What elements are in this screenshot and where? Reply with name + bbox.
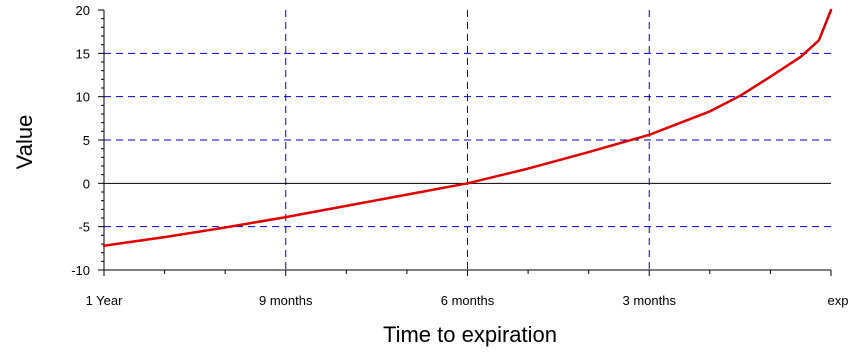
y-tick-label: 15 xyxy=(76,46,90,61)
y-tick-label: 5 xyxy=(83,133,90,148)
x-tick-label: 1 Year xyxy=(86,293,124,308)
y-axis-title: Value xyxy=(12,115,37,170)
y-tick-label: -10 xyxy=(71,263,90,278)
x-tick-label: exp xyxy=(828,293,849,308)
grid-lines xyxy=(104,10,831,270)
y-tick-label: 20 xyxy=(76,3,90,18)
series-layer xyxy=(102,8,833,247)
x-tick-label: 6 months xyxy=(441,293,495,308)
x-tick-label: 3 months xyxy=(623,293,677,308)
y-tick-label: -5 xyxy=(78,220,90,235)
y-tick-label: 0 xyxy=(83,176,90,191)
y-tick-label: 10 xyxy=(76,90,90,105)
x-tick-label: 9 months xyxy=(259,293,313,308)
series-line xyxy=(102,8,833,247)
tick-labels: -10 -5 0 5 10 15 20 1 Year 9 months 6 months 3 mon… xyxy=(71,3,848,308)
axes xyxy=(98,9,832,276)
x-axis-title: Time to expiration xyxy=(383,322,557,347)
